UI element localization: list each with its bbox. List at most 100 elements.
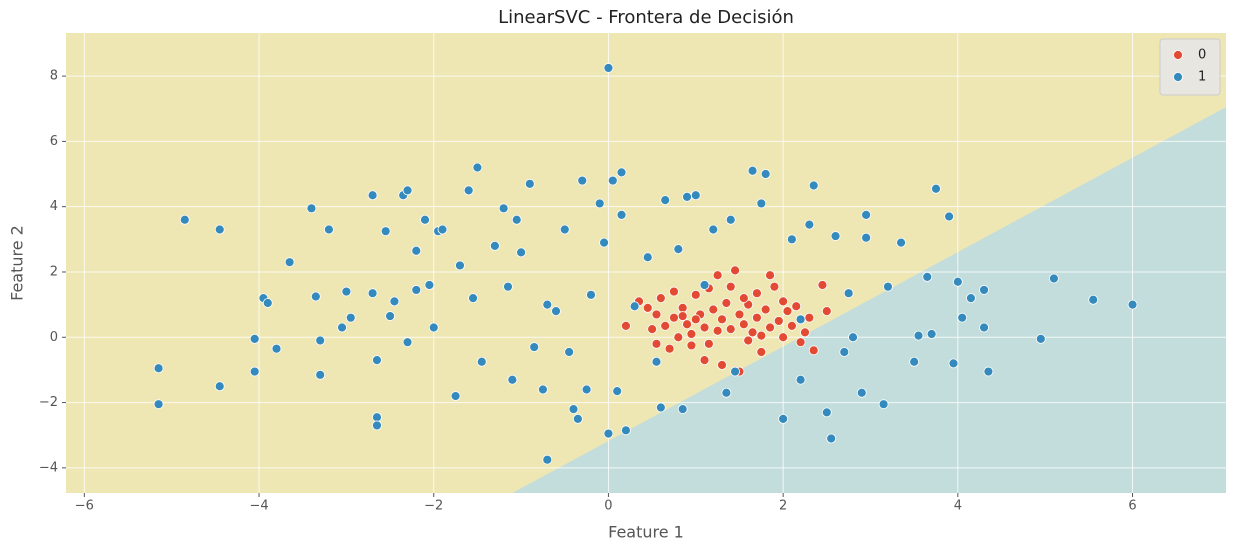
- point: [551, 306, 561, 317]
- point: [341, 286, 352, 297]
- point: [284, 257, 295, 268]
- x-tick-label: 0: [604, 499, 612, 514]
- point: [786, 234, 797, 245]
- point: [808, 345, 819, 356]
- point: [926, 329, 937, 339]
- legend-label: 0: [1198, 48, 1206, 63]
- point: [310, 291, 321, 302]
- point: [765, 322, 775, 333]
- point: [1127, 299, 1138, 310]
- point: [983, 366, 994, 377]
- point: [778, 296, 789, 307]
- y-tick-label: 2: [50, 264, 58, 279]
- point: [621, 320, 631, 331]
- point: [782, 306, 793, 317]
- point: [747, 327, 758, 338]
- point: [1035, 334, 1046, 344]
- x-tick-label: 6: [1128, 499, 1136, 514]
- point: [1088, 294, 1099, 305]
- point: [843, 288, 854, 299]
- point: [367, 288, 378, 299]
- point: [808, 180, 819, 191]
- y-tick-label: −2: [39, 395, 58, 410]
- point: [708, 224, 719, 235]
- x-tick-label: −6: [75, 499, 94, 514]
- point: [966, 293, 976, 303]
- point: [883, 281, 893, 292]
- point: [795, 374, 806, 385]
- point: [315, 335, 326, 346]
- point: [511, 214, 522, 225]
- point: [450, 391, 461, 401]
- point: [249, 366, 260, 377]
- point: [402, 337, 413, 348]
- point: [660, 195, 671, 206]
- point: [730, 366, 740, 377]
- point: [153, 399, 164, 410]
- legend-box: [1159, 38, 1221, 96]
- point: [507, 374, 518, 385]
- point: [673, 332, 684, 343]
- point: [861, 209, 872, 220]
- point: [725, 214, 736, 225]
- point: [682, 191, 692, 202]
- point: [743, 335, 754, 346]
- y-axis-label: Feature 2: [8, 225, 27, 301]
- series-0: [621, 265, 832, 377]
- point: [690, 314, 701, 325]
- point: [372, 355, 382, 366]
- point: [498, 203, 509, 214]
- point: [730, 265, 740, 276]
- point: [607, 175, 618, 186]
- point: [577, 175, 588, 186]
- point: [856, 387, 867, 398]
- point: [428, 322, 439, 333]
- point: [752, 288, 762, 299]
- point: [896, 237, 906, 248]
- point: [385, 311, 395, 321]
- point: [738, 319, 749, 330]
- point: [345, 312, 356, 323]
- point: [372, 420, 382, 431]
- point: [524, 178, 535, 189]
- point: [542, 299, 553, 310]
- series-1: [153, 63, 1138, 465]
- point: [826, 433, 837, 444]
- point: [717, 314, 727, 325]
- point: [568, 404, 579, 414]
- point: [699, 355, 710, 366]
- point: [703, 338, 714, 349]
- point: [669, 286, 679, 297]
- point: [677, 302, 688, 313]
- point: [682, 319, 692, 330]
- chart-title: LinearSVC - Frontera de Decisión: [498, 7, 794, 28]
- point: [948, 358, 959, 369]
- y-tick-label: 8: [50, 69, 58, 84]
- y-tick-label: 0: [50, 330, 58, 345]
- point: [538, 384, 548, 395]
- point: [455, 260, 465, 271]
- point: [734, 309, 745, 320]
- point: [411, 245, 422, 256]
- point: [603, 63, 614, 73]
- point: [179, 214, 190, 225]
- point: [786, 320, 797, 331]
- point: [324, 224, 334, 235]
- point: [380, 226, 391, 237]
- legend: 01: [1159, 38, 1221, 96]
- point: [669, 312, 679, 323]
- point: [677, 311, 688, 321]
- point: [655, 293, 666, 303]
- point: [795, 314, 806, 325]
- point: [878, 399, 889, 410]
- point: [690, 289, 701, 300]
- point: [594, 198, 605, 209]
- point: [765, 270, 775, 281]
- point: [931, 183, 941, 194]
- point: [153, 363, 164, 374]
- point: [389, 296, 400, 307]
- point: [214, 381, 225, 392]
- point: [821, 407, 832, 418]
- point: [795, 337, 806, 348]
